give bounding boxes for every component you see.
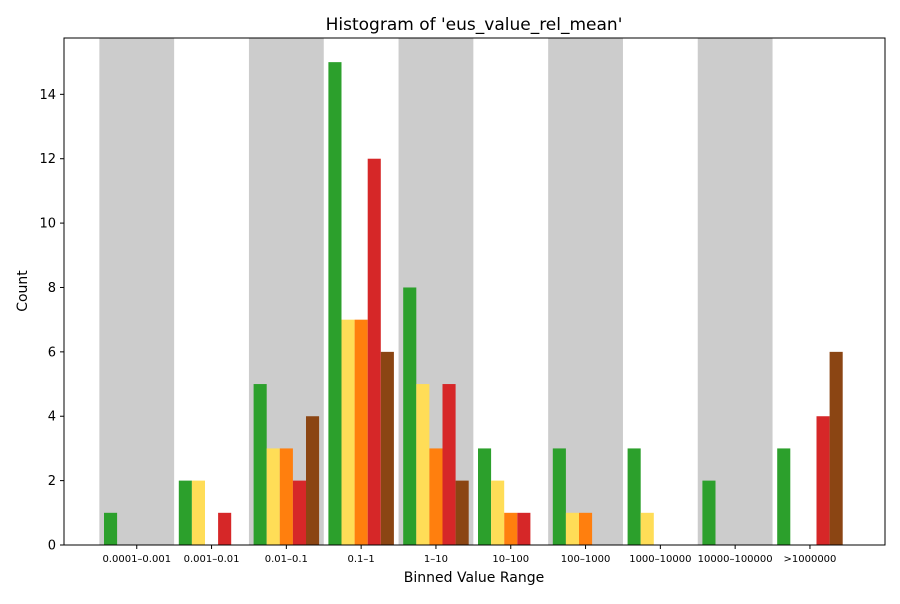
bar	[178, 480, 192, 545]
x-tick-label: 1–10	[424, 554, 448, 565]
bar	[816, 416, 830, 545]
y-axis-label: Count	[15, 270, 31, 312]
y-tick-label: 10	[39, 217, 56, 232]
bar	[478, 448, 492, 545]
bar	[104, 512, 118, 545]
bar	[279, 448, 293, 545]
bar	[218, 512, 232, 545]
bar	[777, 448, 791, 545]
y-tick-label: 6	[48, 345, 56, 360]
x-tick-label: >1000000	[783, 554, 836, 565]
background-bands	[99, 38, 773, 545]
bar	[328, 62, 342, 546]
bar	[552, 448, 566, 545]
x-tick-label: 0.0001–0.001	[102, 554, 171, 565]
background-band	[697, 38, 773, 545]
bar	[829, 351, 843, 545]
bar	[442, 384, 456, 545]
bar	[306, 416, 320, 545]
bar	[579, 512, 593, 545]
y-tick-label: 2	[48, 474, 56, 489]
bar	[455, 480, 469, 545]
bar	[640, 512, 654, 545]
bar	[292, 480, 306, 545]
y-axis: 0 2 4 6 8 10 12 14	[39, 88, 64, 554]
bar	[565, 512, 579, 545]
y-tick-label: 12	[39, 152, 56, 167]
background-band	[99, 38, 175, 545]
chart-title: Histogram of 'eus_value_rel_mean'	[326, 15, 623, 35]
x-tick-label: 1000–10000	[629, 554, 691, 565]
y-tick-label: 14	[39, 88, 56, 103]
x-axis-label: Binned Value Range	[404, 570, 544, 586]
bar	[191, 480, 205, 545]
bar	[429, 448, 443, 545]
x-tick-label: 0.01–0.1	[265, 554, 308, 565]
bar	[491, 480, 505, 545]
bar	[702, 480, 716, 545]
plot-area-frame	[63, 37, 886, 546]
x-tick-label: 0.001–0.01	[184, 554, 240, 565]
x-tick-label: 0.1–1	[348, 554, 375, 565]
y-tick-label: 4	[48, 410, 56, 425]
bar	[380, 351, 394, 545]
bar	[504, 512, 518, 545]
x-tick-label: 10000–100000	[698, 554, 773, 565]
y-tick-label: 0	[48, 539, 56, 554]
bar	[341, 319, 355, 545]
bar	[253, 384, 267, 545]
bar	[403, 287, 417, 545]
bar	[266, 448, 280, 545]
bars	[104, 62, 843, 546]
bar	[367, 158, 381, 545]
y-tick-label: 8	[48, 281, 56, 296]
bar	[416, 384, 430, 545]
bar	[517, 512, 531, 545]
x-tick-label: 100–1000	[561, 554, 611, 565]
x-tick-label: 10–100	[492, 554, 529, 565]
x-axis: 0.0001–0.001 0.001–0.01 0.01–0.1 0.1–1 1–10 1…	[102, 545, 836, 565]
bar	[627, 448, 641, 545]
bar	[354, 319, 368, 545]
